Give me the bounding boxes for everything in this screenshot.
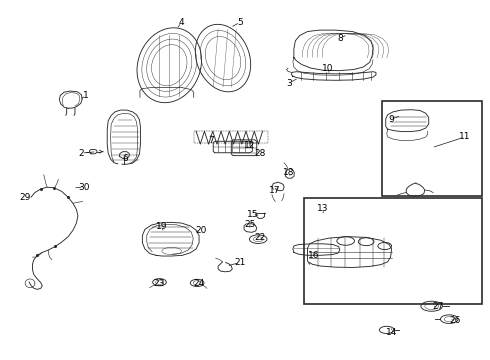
Text: 1: 1 [83,91,89,100]
Text: 23: 23 [154,279,165,288]
Text: 2: 2 [78,149,84,158]
Text: 18: 18 [283,168,294,177]
Bar [382,101,482,196]
Text: 28: 28 [254,149,266,158]
Text: 4: 4 [179,18,184,27]
Text: 11: 11 [459,132,470,141]
Text: 14: 14 [386,328,397,337]
Text: 26: 26 [449,316,461,325]
Text: 29: 29 [20,193,31,202]
Text: 25: 25 [244,220,256,229]
Text: 21: 21 [234,258,246,267]
Text: 5: 5 [237,18,243,27]
Text: 22: 22 [254,233,265,242]
Text: 27: 27 [432,302,443,311]
Text: 19: 19 [156,222,168,231]
Text: 30: 30 [78,183,90,192]
Text: 13: 13 [318,204,329,213]
Text: 9: 9 [389,114,394,123]
Text: 3: 3 [286,79,292,88]
Text: 16: 16 [308,251,319,260]
Text: 10: 10 [322,64,334,73]
Text: 6: 6 [122,154,128,163]
Text: 7: 7 [208,136,214,145]
Text: 15: 15 [246,210,258,219]
Bar [304,198,482,304]
Text: 17: 17 [269,186,280,195]
Text: 12: 12 [244,141,256,150]
Text: 20: 20 [196,226,207,235]
Text: 24: 24 [193,279,204,288]
Text: 8: 8 [338,34,343,43]
